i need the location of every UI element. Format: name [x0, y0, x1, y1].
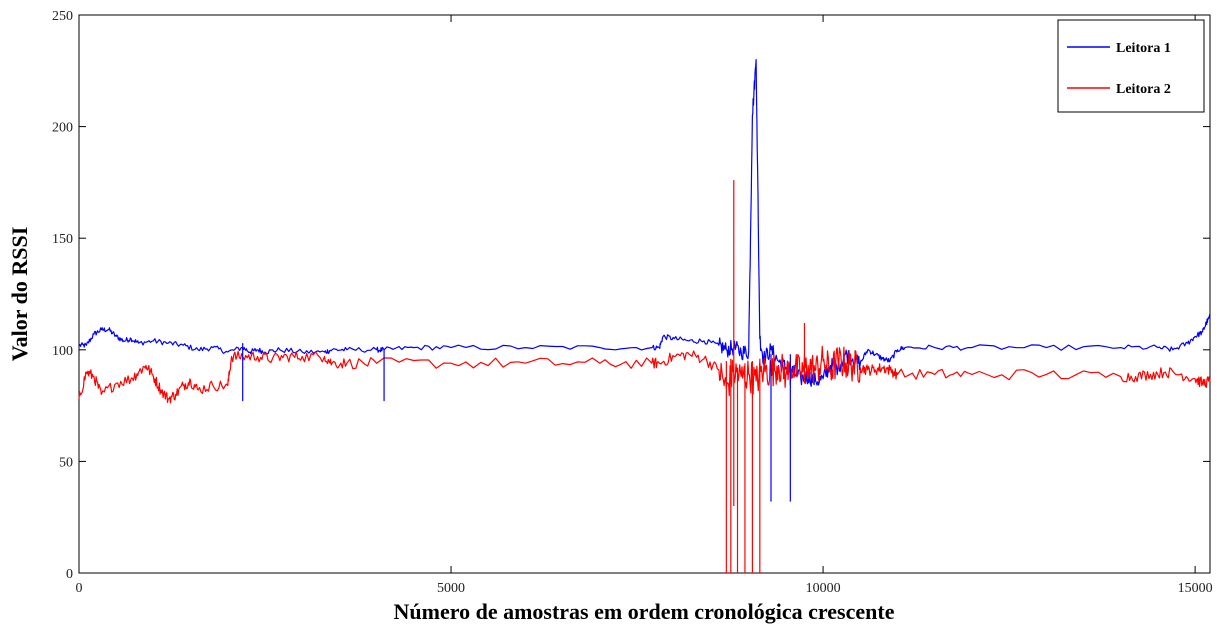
series-layer: [78, 59, 1211, 573]
series-line-1: [78, 59, 1211, 387]
plot-frame: [78, 14, 1211, 574]
legend-label-leitora-2: Leitora 2: [1116, 82, 1171, 97]
y-axis-ticks: 0 50 100 150 200 250: [52, 9, 1210, 582]
legend-box: [1057, 19, 1205, 113]
y-tick-label: 100: [52, 344, 73, 359]
y-tick-label: 50: [59, 455, 73, 470]
y-tick-label: 200: [52, 121, 73, 136]
legend-label-leitora-1: Leitora 1: [1116, 41, 1171, 56]
x-tick-label: 15000: [1178, 581, 1213, 596]
series-line-2: [78, 345, 1211, 404]
x-tick-label: 10000: [806, 581, 841, 596]
x-axis-title: Número de amostras em ordem cronológica …: [394, 599, 895, 624]
y-tick-label: 250: [52, 9, 73, 24]
legend: Leitora 1 Leitora 2: [1057, 19, 1205, 113]
x-axis-ticks: 0 5000 10000 15000: [76, 15, 1213, 596]
y-tick-label: 150: [52, 232, 73, 247]
x-tick-label: 5000: [437, 581, 465, 596]
x-tick-label: 0: [76, 581, 83, 596]
y-axis-title: Valor do RSSI: [7, 227, 32, 362]
y-tick-label: 0: [66, 567, 73, 582]
